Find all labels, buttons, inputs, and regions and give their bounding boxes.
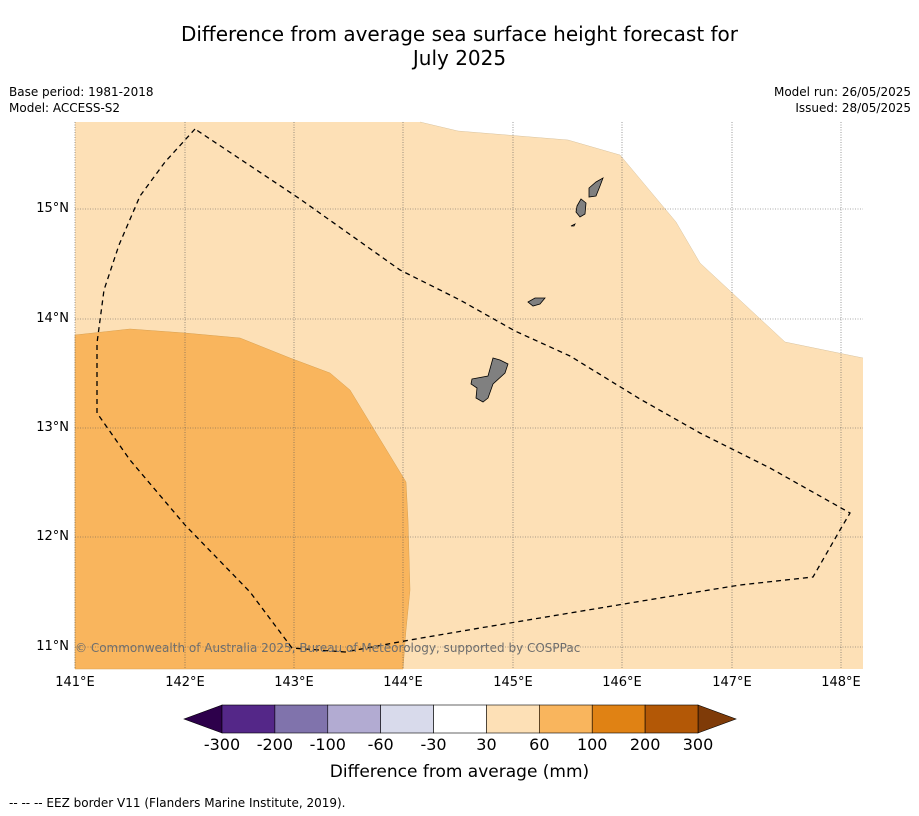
rota-island [527, 297, 546, 307]
colorbar-tick-label: 100 [576, 735, 608, 754]
colorbar-bin [221, 704, 276, 734]
colorbar-title: Difference from average (mm) [329, 762, 590, 782]
gridlines [74, 122, 863, 669]
title-line-2: July 2025 [412, 46, 507, 70]
eez-legend-note: -- -- -- EEZ border V11 (Flanders Marine… [9, 796, 346, 810]
saipan-island [588, 177, 604, 198]
copyright-credit: © Commonwealth of Australia 2025, Bureau… [75, 641, 581, 655]
colorbar-bin [327, 704, 381, 734]
colorbar-bin [486, 704, 540, 734]
colorbar-over-arrow [697, 704, 737, 734]
longitude-label: 146°E [602, 675, 642, 690]
anomaly-region-neutral [420, 122, 863, 358]
colorbar-bin [644, 704, 699, 734]
colorbar-tick-label: 200 [629, 735, 661, 754]
map-title: Difference from average sea surface heig… [0, 22, 919, 70]
meta-right: Model run: 26/05/2025 Issued: 28/05/2025 [774, 84, 911, 116]
longitude-label: 141°E [55, 675, 95, 690]
longitude-label: 144°E [383, 675, 423, 690]
latitude-label: 13°N [36, 420, 69, 435]
meta-left: Base period: 1981-2018 Model: ACCESS-S2 [9, 84, 154, 116]
latitude-label: 15°N [36, 201, 69, 216]
colorbar-tick-label: -100 [309, 735, 346, 754]
aguijan-island [570, 223, 576, 227]
eez-border [96, 128, 851, 653]
model-run: Model run: 26/05/2025 [773, 85, 911, 99]
colorbar-tick-label: 300 [682, 735, 714, 754]
tinian-island [575, 198, 587, 218]
guam-island [470, 357, 509, 403]
issued-date: Issued: 28/05/2025 [795, 101, 911, 115]
colorbar-tick-label: -30 [420, 735, 447, 754]
base-period: Base period: 1981-2018 [9, 85, 154, 99]
longitude-label: 148°E [821, 675, 861, 690]
colorbar-tick-label: -60 [367, 735, 394, 754]
colorbar-bin [274, 704, 329, 734]
colorbar-tick-label: 60 [529, 735, 550, 754]
title-line-1: Difference from average sea surface heig… [180, 22, 739, 46]
longitude-label: 147°E [712, 675, 752, 690]
model-name: Model: ACCESS-S2 [9, 101, 121, 115]
colorbar-bin [380, 704, 434, 734]
colorbar [183, 704, 737, 734]
longitude-label: 145°E [493, 675, 533, 690]
colorbar-tick-label: -200 [256, 735, 294, 754]
longitude-label: 143°E [274, 675, 314, 690]
islands [470, 177, 604, 403]
colorbar-bin [539, 704, 593, 734]
latitude-label: 14°N [36, 311, 69, 326]
colorbar-bin [433, 704, 487, 734]
colorbar-bin [591, 704, 646, 734]
latitude-label: 12°N [36, 529, 69, 544]
colorbar-under-arrow [183, 704, 223, 734]
latitude-label: 11°N [36, 639, 69, 654]
colorbar-tick-label: 30 [476, 735, 497, 754]
colorbar-tick-label: -300 [203, 735, 241, 754]
map-panel [74, 121, 864, 670]
longitude-label: 142°E [165, 675, 205, 690]
anomaly-region-medium [74, 328, 411, 670]
